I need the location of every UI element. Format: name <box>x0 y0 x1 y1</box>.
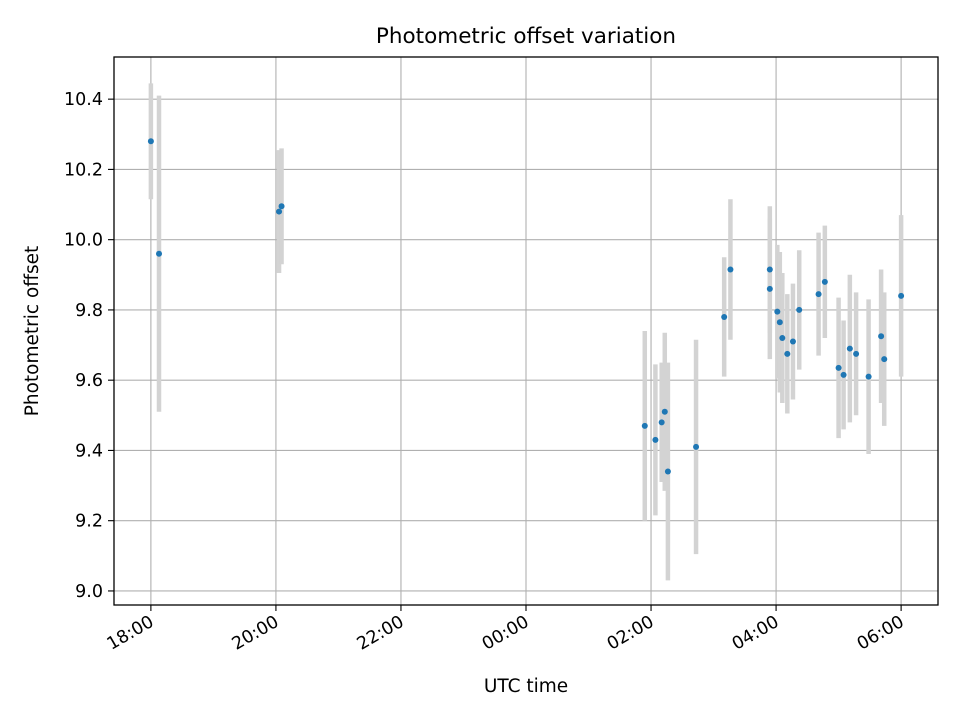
data-point <box>840 371 847 378</box>
x-tick-label: 00:00 <box>479 612 533 655</box>
x-axis-label: UTC time <box>484 676 568 697</box>
data-point <box>147 138 154 145</box>
data-point <box>779 335 786 342</box>
data-point <box>898 292 905 299</box>
data-point <box>641 422 648 429</box>
x-axis-ticks: 18:00 20:00 22:00 00:00 02:00 04:00 06:00 <box>104 605 908 655</box>
y-tick-label: 10.2 <box>64 160 103 180</box>
y-tick-label: 9.6 <box>75 371 103 391</box>
data-point <box>821 278 828 285</box>
x-tick-label: 18:00 <box>104 612 158 655</box>
data-point <box>865 373 872 380</box>
data-point <box>796 306 803 313</box>
data-point <box>815 291 822 298</box>
data-point <box>276 208 283 215</box>
data-point <box>784 350 791 357</box>
data-point <box>835 364 842 371</box>
data-point <box>693 443 700 450</box>
y-tick-label: 9.2 <box>75 512 103 532</box>
y-tick-label: 9.4 <box>75 441 103 461</box>
data-point <box>727 266 734 273</box>
y-tick-label: 10.4 <box>64 90 103 110</box>
data-point <box>881 356 888 363</box>
data-point <box>853 350 860 357</box>
y-tick-label: 9.0 <box>75 582 103 602</box>
data-point <box>878 333 885 340</box>
data-point <box>278 203 285 210</box>
x-tick-label: 20:00 <box>229 612 283 655</box>
x-tick-label: 22:00 <box>354 612 408 655</box>
data-point <box>721 313 728 320</box>
chart-title: Photometric offset variation <box>376 24 676 49</box>
y-axis-label: Photometric offset <box>22 246 43 417</box>
y-tick-label: 10.0 <box>64 231 103 251</box>
x-tick-label: 04:00 <box>729 612 783 655</box>
data-point <box>652 436 659 443</box>
data-point <box>661 408 668 415</box>
x-tick-label: 06:00 <box>854 612 908 655</box>
x-tick-label: 02:00 <box>604 612 658 655</box>
data-point <box>658 419 665 426</box>
data-point <box>156 250 163 257</box>
data-point <box>789 338 796 345</box>
y-axis-ticks: 9.0 9.2 9.4 9.6 9.8 10.0 10.2 10.4 <box>64 90 114 602</box>
data-point <box>846 345 853 352</box>
data-point <box>774 308 781 315</box>
data-point <box>766 266 773 273</box>
data-points <box>147 138 905 475</box>
y-tick-label: 9.8 <box>75 301 103 321</box>
data-point <box>766 285 773 292</box>
grid <box>114 57 938 605</box>
data-point <box>776 319 783 326</box>
data-point <box>664 468 671 475</box>
